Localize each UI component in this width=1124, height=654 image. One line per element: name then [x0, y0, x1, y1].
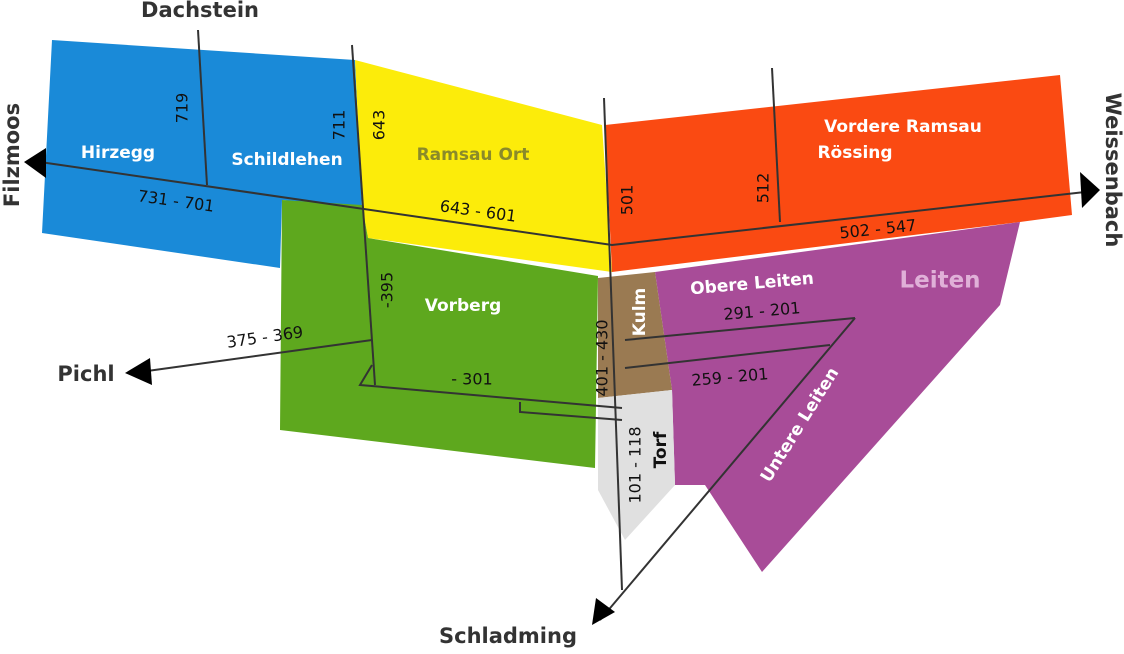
house-number: 401 - 430 [593, 319, 612, 396]
house-number: 643 [370, 110, 389, 141]
place-label: Weissenbach [1101, 93, 1124, 248]
region-kulm [598, 272, 672, 398]
region-vorberg [280, 200, 598, 468]
district-label: Schildlehen [231, 150, 342, 170]
road [39, 161, 1086, 247]
district-label: Vordere Ramsau [824, 117, 982, 137]
place-label: Pichl [57, 362, 114, 386]
house-number: 101 - 118 [626, 426, 645, 503]
road [139, 339, 373, 373]
district-label: Leiten [899, 268, 980, 294]
arrow [592, 598, 615, 625]
road [351, 44, 376, 386]
house-number: 719 [173, 93, 192, 124]
arrow [1080, 172, 1100, 208]
road [624, 317, 856, 341]
district-label: Rössing [817, 143, 892, 163]
arrow [125, 358, 152, 385]
road [519, 402, 623, 421]
region-torf [598, 390, 675, 540]
road [771, 67, 781, 223]
place-label: Dachstein [141, 0, 259, 22]
region-ramsau-ort [355, 60, 612, 272]
house-number: 711 [330, 110, 349, 141]
region-vordere-ramsau [605, 75, 1072, 272]
road [603, 97, 623, 591]
roads [24, 29, 1100, 625]
house-number: 501 [618, 185, 637, 216]
region-leiten [655, 222, 1020, 572]
road [624, 344, 831, 369]
district-label: Vorberg [425, 296, 502, 316]
road [599, 317, 856, 621]
place-label: Schladming [439, 624, 577, 648]
region-hirzegg-schildlehen [42, 40, 362, 268]
arrow [24, 148, 46, 178]
road [358, 364, 623, 409]
house-number: -395 [378, 272, 397, 308]
road [197, 29, 208, 186]
house-number: - 301 [451, 370, 492, 389]
place-label: Filzmoos [0, 103, 24, 207]
district-label: Kulm [630, 288, 650, 337]
house-number: 512 [754, 173, 773, 204]
district-label: Ramsau Ort [417, 145, 530, 165]
district-label: Hirzegg [81, 143, 155, 163]
district-label: Torf [651, 431, 671, 468]
